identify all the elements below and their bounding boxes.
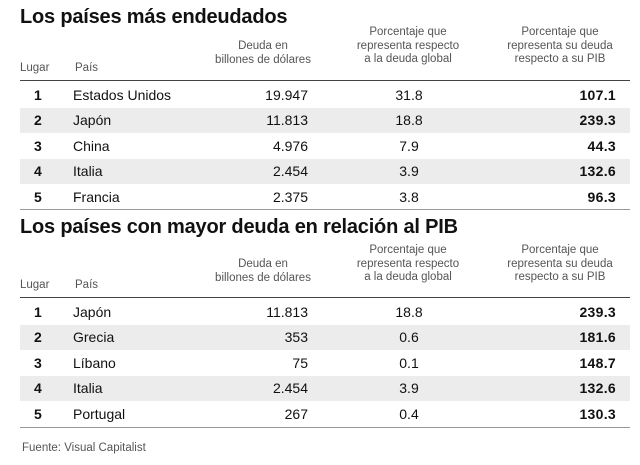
cell-porcentaje-pib: 132.6 xyxy=(579,380,616,397)
table-title: Los países más endeudados xyxy=(20,6,288,28)
header-porcentaje-pib: Porcentaje que representa su deuda respect… xyxy=(507,26,613,65)
cell-lugar: 4 xyxy=(34,380,42,397)
cell-porcentaje-pib: 44.3 xyxy=(587,137,616,154)
cell-pais: Japón xyxy=(73,112,112,129)
cell-lugar: 1 xyxy=(34,304,42,320)
cell-pais: Grecia xyxy=(73,329,115,346)
header-lugar: Lugar xyxy=(20,279,50,291)
cell-porcentaje-global: 18.8 xyxy=(395,304,423,320)
cell-porcentaje-global: 0.4 xyxy=(399,405,419,422)
cell-porcentaje-pib: 130.3 xyxy=(579,405,616,422)
cell-pais: Líbano xyxy=(73,354,116,371)
cell-porcentaje-pib: 148.7 xyxy=(579,354,616,371)
cell-lugar: 2 xyxy=(34,112,42,129)
cell-pais: Estados Unidos xyxy=(73,87,172,103)
cell-deuda: 19.947 xyxy=(265,87,308,103)
cell-porcentaje-pib: 96.3 xyxy=(587,188,616,205)
header-deuda: Deuda en billones de dólares xyxy=(215,40,311,66)
cell-porcentaje-global: 3.9 xyxy=(399,163,419,180)
cell-porcentaje-global: 0.1 xyxy=(399,354,419,371)
cell-deuda: 2.454 xyxy=(272,380,308,397)
table-row: 2 Japón 11.813 18.8 239.3 xyxy=(20,108,630,134)
cell-deuda: 75 xyxy=(292,354,308,371)
cell-pais: Japón xyxy=(73,304,112,320)
header-rule xyxy=(20,297,630,298)
cell-porcentaje-global: 31.8 xyxy=(395,87,423,103)
cell-porcentaje-global: 18.8 xyxy=(395,112,423,129)
table-row: 1 Estados Unidos 19.947 31.8 107.1 xyxy=(20,83,630,108)
cell-pais: Francia xyxy=(73,188,120,205)
table-row: 1 Japón 11.813 18.8 239.3 xyxy=(20,300,630,325)
cell-deuda: 11.813 xyxy=(266,304,308,320)
header-porcentaje-global: Porcentaje que representa respecto a la de… xyxy=(356,244,460,283)
cell-deuda: 2.375 xyxy=(272,188,308,205)
header-deuda: Deuda en billones de dólares xyxy=(215,258,311,284)
cell-pais: China xyxy=(73,137,110,154)
cell-porcentaje-global: 0.6 xyxy=(399,329,419,346)
table-title: Los países con mayor deuda en relación a… xyxy=(20,216,458,238)
cell-lugar: 3 xyxy=(34,354,42,371)
cell-deuda: 4.976 xyxy=(272,137,308,154)
cell-lugar: 5 xyxy=(34,405,42,422)
table-row: 3 Líbano 75 0.1 148.7 xyxy=(20,351,630,376)
cell-porcentaje-global: 3.9 xyxy=(399,380,419,397)
cell-porcentaje-pib: 239.3 xyxy=(579,304,616,320)
header-porcentaje-pib: Porcentaje que representa su deuda respect… xyxy=(507,244,613,283)
cell-deuda: 267 xyxy=(284,405,308,422)
table-row: 4 Italia 2.454 3.9 132.6 xyxy=(20,159,630,185)
header-porcentaje-global: Porcentaje que representa respecto a la de… xyxy=(356,26,460,65)
header-rule xyxy=(20,80,630,81)
source-footer: Fuente: Visual Capitalist xyxy=(22,442,146,454)
cell-lugar: 1 xyxy=(34,87,42,103)
cell-porcentaje-pib: 107.1 xyxy=(579,87,616,103)
cell-pais: Italia xyxy=(73,380,103,397)
cell-deuda: 353 xyxy=(284,329,308,346)
header-pais: País xyxy=(75,279,99,291)
table-row: 5 Francia 2.375 3.8 96.3 xyxy=(20,185,630,210)
table-row: 4 Italia 2.454 3.9 132.6 xyxy=(20,376,630,402)
cell-deuda: 11.813 xyxy=(266,112,308,129)
cell-deuda: 2.454 xyxy=(272,163,308,180)
table-row: 2 Grecia 353 0.6 181.6 xyxy=(20,325,630,351)
cell-lugar: 3 xyxy=(34,137,42,154)
header-pais: País xyxy=(75,62,99,74)
cell-lugar: 2 xyxy=(34,329,42,346)
bottom-rule xyxy=(20,427,630,428)
cell-lugar: 4 xyxy=(34,163,42,180)
cell-porcentaje-global: 7.9 xyxy=(399,137,419,154)
cell-pais: Italia xyxy=(73,163,103,180)
cell-pais: Portugal xyxy=(73,405,126,422)
cell-porcentaje-pib: 181.6 xyxy=(579,329,616,346)
header-lugar: Lugar xyxy=(20,62,50,74)
cell-porcentaje-pib: 239.3 xyxy=(579,112,616,129)
cell-porcentaje-global: 3.8 xyxy=(399,188,419,205)
cell-lugar: 5 xyxy=(34,188,42,205)
table-row: 5 Portugal 267 0.4 130.3 xyxy=(20,402,630,427)
table-row: 3 China 4.976 7.9 44.3 xyxy=(20,134,630,159)
cell-porcentaje-pib: 132.6 xyxy=(579,163,616,180)
bottom-rule xyxy=(20,209,630,210)
